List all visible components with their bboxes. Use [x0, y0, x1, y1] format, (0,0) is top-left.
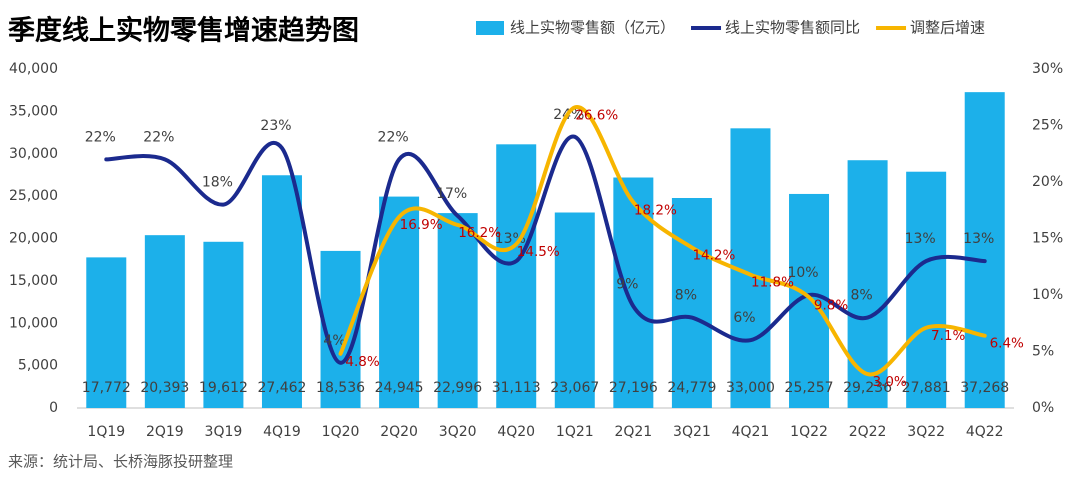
y-tick-label: 0 [49, 400, 58, 416]
source-note: 来源：统计局、长桥海豚投研整理 [8, 453, 233, 471]
bar-label: 27,462 [257, 380, 306, 396]
bar [86, 257, 127, 408]
bar-label: 19,612 [199, 380, 248, 396]
line-label: 8% [850, 288, 872, 304]
legend-label: 调整后增速 [910, 19, 985, 37]
y-tick-label: 30,000 [9, 146, 58, 162]
line-label: 4% [323, 333, 345, 349]
bar-label: 20,393 [140, 380, 189, 396]
x-tick-label: 1Q19 [87, 424, 125, 440]
legend-swatch [476, 21, 504, 35]
bar-label: 18,536 [316, 380, 365, 396]
y2-tick-label: 30% [1032, 61, 1063, 77]
line-label: 17% [436, 186, 467, 202]
line-label: 16.9% [400, 217, 443, 233]
x-tick-label: 4Q22 [966, 424, 1004, 440]
x-tick-label: 3Q22 [907, 424, 945, 440]
bar-label: 29,236 [843, 380, 892, 396]
x-tick-label: 2Q21 [614, 424, 652, 440]
bar-label: 27,196 [609, 380, 658, 396]
y-tick-label: 10,000 [9, 315, 58, 331]
line-label: 14.2% [692, 248, 735, 264]
line-label: 11.8% [751, 275, 794, 291]
bar [261, 175, 302, 408]
x-tick-label: 3Q21 [673, 424, 711, 440]
line-label: 18% [202, 175, 233, 191]
x-tick-label: 2Q22 [849, 424, 887, 440]
line-label: 22% [85, 129, 116, 145]
line-label: 6% [733, 310, 755, 326]
x-tick-label: 1Q21 [556, 424, 594, 440]
line-label: 10% [787, 265, 818, 281]
y2-tick-label: 25% [1032, 118, 1063, 134]
bar [906, 171, 947, 408]
y-tick-label: 15,000 [9, 273, 58, 289]
x-tick-label: 4Q20 [497, 424, 535, 440]
bar-label: 37,268 [960, 380, 1009, 396]
line-label: 13% [905, 231, 936, 247]
line-label: 7.1% [931, 328, 965, 344]
bar [203, 241, 244, 408]
x-tick-label: 4Q19 [263, 424, 301, 440]
bar [437, 213, 478, 408]
line-label: 9% [616, 276, 638, 292]
y-tick-label: 25,000 [9, 188, 58, 204]
x-tick-label: 2Q20 [380, 424, 418, 440]
bar-label: 25,257 [785, 380, 834, 396]
x-tick-label: 3Q20 [439, 424, 477, 440]
bar-label: 31,113 [492, 380, 541, 396]
bar-label: 23,067 [550, 380, 599, 396]
bar [144, 235, 185, 408]
line-label: 14.5% [517, 244, 560, 260]
x-tick-label: 2Q19 [146, 424, 184, 440]
chart-title: 季度线上实物零售增速趋势图 [8, 15, 359, 47]
y2-tick-label: 5% [1032, 344, 1054, 360]
y-tick-label: 40,000 [9, 61, 58, 77]
line [338, 105, 987, 377]
bar [964, 92, 1005, 409]
bar-label: 17,772 [82, 380, 131, 396]
bar-label: 24,945 [375, 380, 424, 396]
y-tick-label: 5,000 [18, 358, 58, 374]
line-label: 26.6% [575, 107, 618, 123]
y-tick-label: 35,000 [9, 103, 58, 119]
line-label: 18.2% [634, 202, 677, 218]
x-tick-label: 1Q22 [790, 424, 828, 440]
line-label: 16.2% [458, 225, 501, 241]
bar [671, 197, 712, 408]
y2-tick-label: 15% [1032, 231, 1063, 247]
bar [496, 144, 537, 408]
legend-label: 线上实物零售额（亿元） [510, 19, 675, 37]
x-tick-label: 4Q21 [732, 424, 770, 440]
line-label: 4.8% [345, 354, 379, 370]
bar [379, 196, 420, 408]
y2-tick-label: 20% [1032, 174, 1063, 190]
bar-label: 22,996 [433, 380, 482, 396]
line-label: 13% [963, 231, 994, 247]
bar-label: 33,000 [726, 380, 775, 396]
line-label: 9.8% [814, 297, 848, 313]
y2-tick-label: 10% [1032, 287, 1063, 303]
line-label: 23% [260, 118, 291, 134]
line-label: 22% [378, 129, 409, 145]
x-tick-label: 3Q19 [205, 424, 243, 440]
bar-label: 27,881 [902, 380, 951, 396]
bar [554, 212, 595, 408]
line-label: 8% [675, 288, 697, 304]
y-tick-label: 20,000 [9, 231, 58, 247]
bar-label: 24,779 [667, 380, 716, 396]
line-label: 3.0% [872, 374, 906, 390]
line-label: 6.4% [990, 336, 1024, 352]
x-tick-label: 1Q20 [322, 424, 360, 440]
line-label: 22% [143, 129, 174, 145]
legend-label: 线上实物零售额同比 [725, 19, 860, 37]
y2-tick-label: 0% [1032, 400, 1054, 416]
